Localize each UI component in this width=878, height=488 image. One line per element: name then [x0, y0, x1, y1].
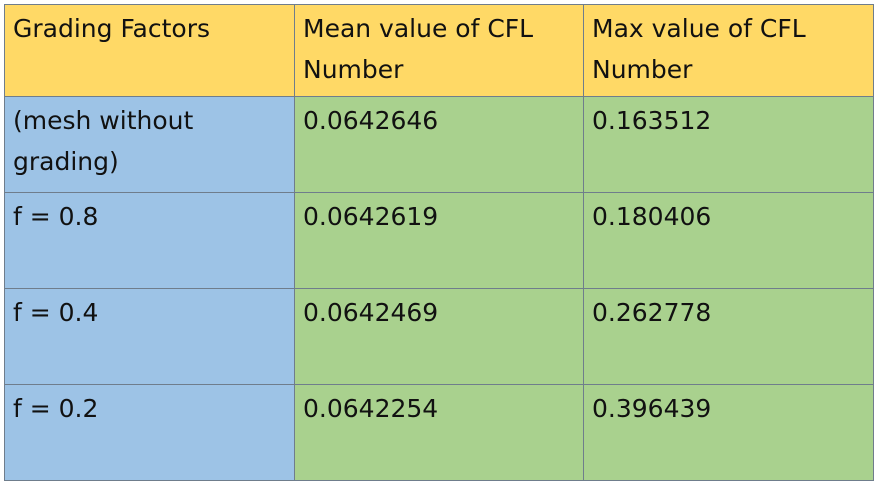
cfl-grading-table: Grading Factors Mean value of CFL Number… [4, 4, 874, 481]
mean-cfl-cell: 0.0642619 [294, 192, 584, 289]
table-row: f = 0.2 0.0642254 0.396439 [4, 384, 874, 481]
table-row: f = 0.4 0.0642469 0.262778 [4, 288, 874, 385]
grading-factor-cell: f = 0.2 [4, 384, 295, 481]
header-mean-cfl: Mean value of CFL Number [294, 4, 584, 97]
header-grading-factors: Grading Factors [4, 4, 295, 97]
grading-factor-cell: f = 0.8 [4, 192, 295, 289]
max-cfl-cell: 0.180406 [583, 192, 874, 289]
mean-cfl-cell: 0.0642646 [294, 96, 584, 193]
max-cfl-cell: 0.163512 [583, 96, 874, 193]
mean-cfl-cell: 0.0642254 [294, 384, 584, 481]
table-header-row: Grading Factors Mean value of CFL Number… [4, 4, 874, 97]
table-row: f = 0.8 0.0642619 0.180406 [4, 192, 874, 289]
header-max-cfl: Max value of CFL Number [583, 4, 874, 97]
max-cfl-cell: 0.396439 [583, 384, 874, 481]
grading-factor-cell: f = 0.4 [4, 288, 295, 385]
table-row: (mesh without grading) 0.0642646 0.16351… [4, 96, 874, 193]
mean-cfl-cell: 0.0642469 [294, 288, 584, 385]
grading-factor-cell: (mesh without grading) [4, 96, 295, 193]
max-cfl-cell: 0.262778 [583, 288, 874, 385]
